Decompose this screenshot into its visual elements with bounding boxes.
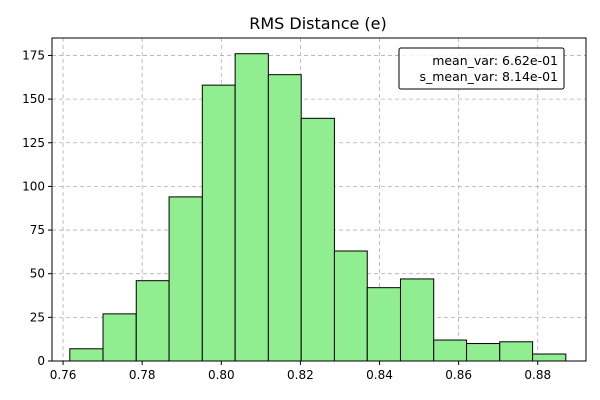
y-tick-label: 75 <box>30 223 45 237</box>
y-tick-label: 125 <box>22 136 45 150</box>
y-tick-label: 0 <box>37 354 45 368</box>
chart-title: RMS Distance (e) <box>249 14 387 33</box>
histogram-bar <box>300 117 335 362</box>
x-tick-label: 0.76 <box>50 368 77 382</box>
plot-frame <box>51 37 587 362</box>
histogram-bar <box>267 74 302 362</box>
histogram-bar <box>201 84 236 362</box>
histogram-bar <box>168 196 203 362</box>
histogram-bar <box>135 280 170 362</box>
y-tick-label: 175 <box>22 48 45 62</box>
histogram-bars <box>69 53 567 362</box>
stats-legend: mean_var: 6.62e-01 s_mean_var: 8.14e-01 <box>398 47 565 90</box>
x-tick-label: 0.78 <box>129 368 156 382</box>
y-tick-label: 50 <box>30 267 45 281</box>
legend-frame <box>398 47 565 90</box>
x-tick-label: 0.88 <box>524 368 551 382</box>
x-tick-label: 0.82 <box>287 368 314 382</box>
x-axis: 0.76 0.78 0.80 0.82 0.84 0.86 0.88 <box>50 361 551 382</box>
histogram-bar <box>69 348 104 362</box>
x-tick-label: 0.86 <box>445 368 472 382</box>
histogram-bar <box>234 53 269 362</box>
histogram-bar <box>532 353 567 362</box>
y-tick-label: 25 <box>30 310 45 324</box>
x-tick-label: 0.80 <box>208 368 235 382</box>
y-tick-label: 100 <box>22 179 45 193</box>
histogram-bar <box>333 250 368 362</box>
legend-mean-var: mean_var: 6.62e-01 <box>432 53 558 68</box>
legend-s-mean-var: s_mean_var: 8.14e-01 <box>419 69 558 84</box>
histogram-bar <box>399 278 435 362</box>
x-tick-label: 0.84 <box>366 368 393 382</box>
histogram-bar <box>499 341 534 362</box>
histogram-bar <box>366 287 401 362</box>
histogram-bar <box>466 343 501 362</box>
histogram-bar <box>433 339 468 362</box>
y-tick-label: 150 <box>22 92 45 106</box>
histogram-bar <box>102 313 137 362</box>
y-axis: 0 25 50 75 100 125 150 175 <box>22 48 52 368</box>
